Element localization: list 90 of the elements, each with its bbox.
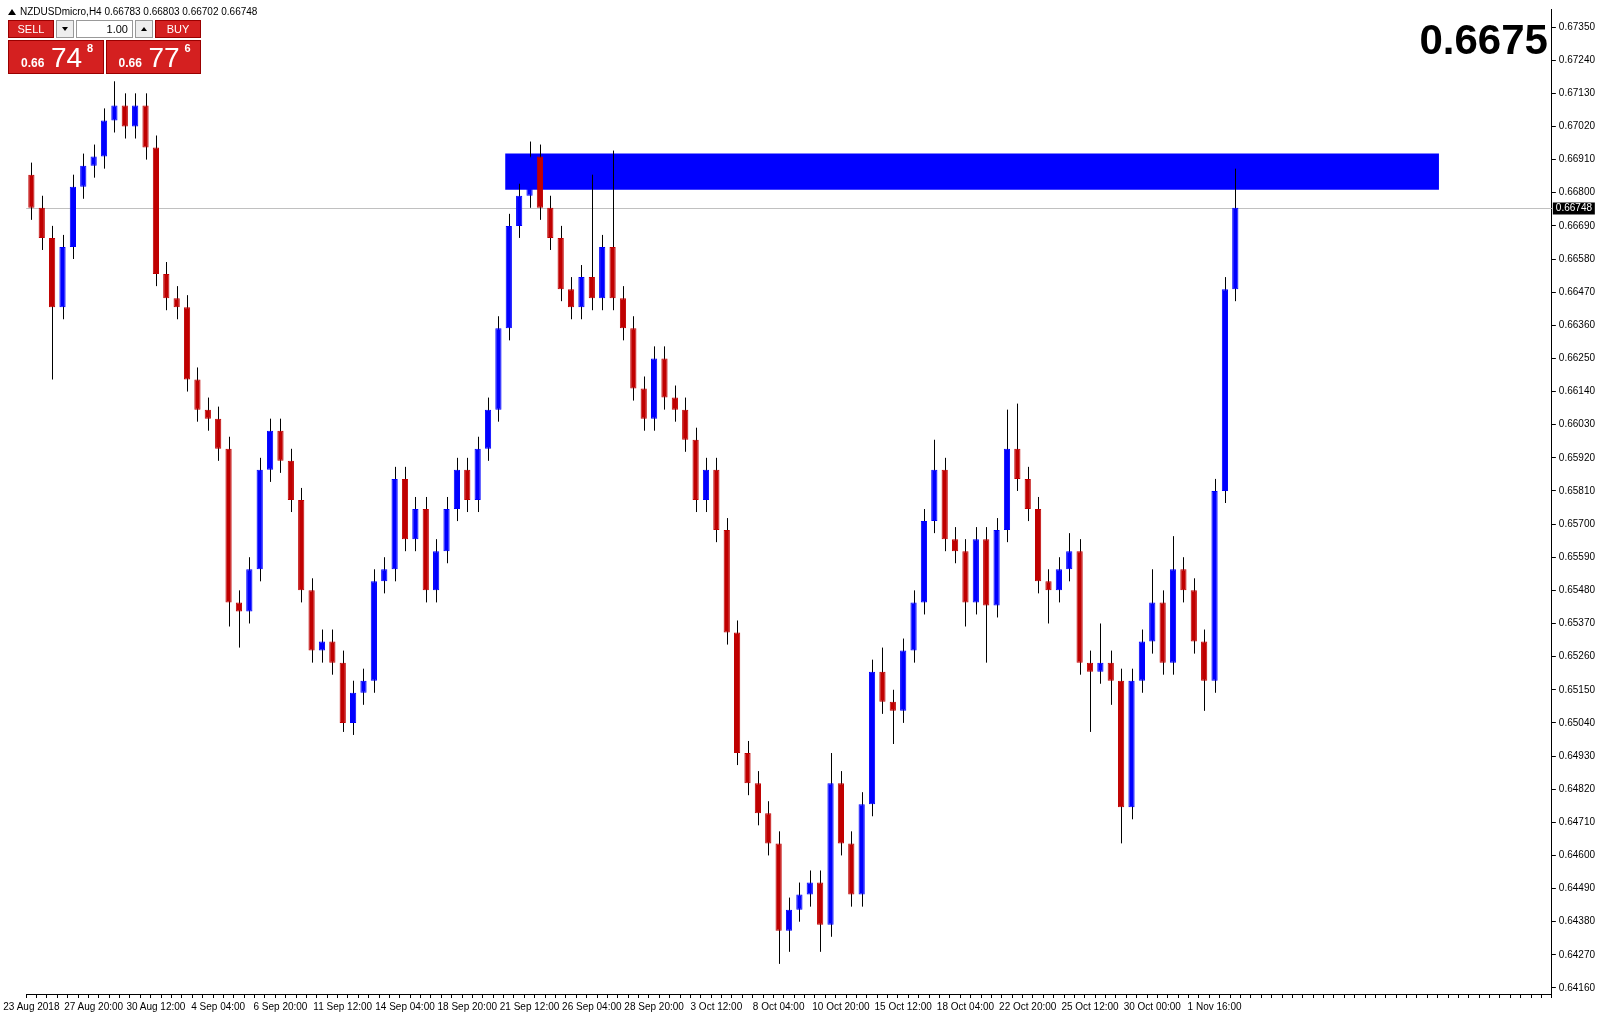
- candlestick: [80, 153, 87, 200]
- x-tick-label: 26 Sep 04:00: [562, 1000, 623, 1012]
- candlestick: [1066, 532, 1073, 582]
- x-tick-label: 14 Sep 04:00: [375, 1000, 436, 1012]
- candlestick: [360, 668, 367, 706]
- x-tick-label: 11 Sep 12:00: [313, 1000, 373, 1012]
- candlestick: [785, 897, 793, 953]
- candlestick: [163, 261, 170, 311]
- y-tick-label: 0.65920: [1558, 451, 1596, 463]
- annotation: 6: [184, 42, 191, 54]
- x-tick-label: 15 Oct 12:00: [874, 1000, 933, 1012]
- y-tick-label: 0.66250: [1558, 352, 1596, 364]
- y-tick-label: 0.67020: [1558, 120, 1596, 132]
- annotation: 74: [51, 42, 83, 74]
- y-tick-label: 0.66800: [1558, 186, 1596, 198]
- x-tick-label: 21 Sep 12:00: [499, 1000, 560, 1012]
- candlestick: [111, 80, 118, 133]
- x-tick-label: 6 Sep 20:00: [253, 1000, 308, 1012]
- candlestick: [889, 689, 896, 745]
- y-tick-label: 0.64160: [1558, 981, 1596, 993]
- y-tick-label: 0.67240: [1558, 53, 1596, 65]
- chart-title: NZDUSDmicro,H4 0.66783 0.66803 0.66702 0.66748: [20, 6, 258, 17]
- x-tick-label: 4 Sep 04:00: [191, 1000, 246, 1012]
- candlestick: [173, 285, 180, 320]
- candlestick: [329, 629, 336, 676]
- ref-line-label: 0.66748: [1555, 202, 1593, 214]
- candlestick: [1107, 650, 1114, 706]
- y-tick-label: 0.65260: [1558, 650, 1596, 662]
- annotation: 0.66: [118, 56, 142, 70]
- y-tick-label: 0.65810: [1558, 484, 1596, 496]
- annotation: 0.66: [21, 56, 45, 70]
- x-tick-label: 18 Oct 04:00: [936, 1000, 995, 1012]
- y-tick-label: 0.65040: [1558, 716, 1596, 728]
- y-tick-label: 0.67350: [1558, 20, 1596, 32]
- x-tick-label: 3 Oct 12:00: [690, 1000, 743, 1012]
- candlestick: [235, 589, 243, 649]
- x-tick-label: 10 Oct 20:00: [812, 1000, 870, 1012]
- y-tick-label: 0.65700: [1558, 517, 1596, 529]
- candlestick: [121, 92, 128, 140]
- y-tick-label: 0.64490: [1558, 882, 1596, 894]
- candlestick: [588, 174, 595, 311]
- y-tick-label: 0.66690: [1558, 219, 1596, 231]
- candlestick: [671, 385, 678, 423]
- y-tick-label: 0.66910: [1558, 153, 1596, 165]
- candlestick: [132, 92, 139, 140]
- x-tick-label: 23 Aug 2018: [3, 1000, 60, 1012]
- candlestick: [806, 870, 813, 908]
- sell-button: SELL: [8, 20, 54, 38]
- y-tick-label: 0.66580: [1558, 252, 1596, 264]
- y-tick-label: 0.65480: [1558, 584, 1596, 596]
- candlestick: [90, 144, 97, 179]
- y-tick-label: 0.64270: [1558, 948, 1596, 960]
- x-tick-label: 22 Oct 20:00: [999, 1000, 1057, 1012]
- x-tick-label: 1 Nov 16:00: [1187, 1000, 1242, 1012]
- y-tick-label: 0.65150: [1558, 683, 1596, 695]
- candlestick: [1086, 650, 1094, 733]
- annotation: 0.6675: [1419, 15, 1548, 63]
- candlestick: [951, 526, 959, 564]
- y-tick-label: 0.64820: [1558, 782, 1596, 794]
- x-tick-label: 18 Sep 20:00: [437, 1000, 498, 1012]
- y-tick-label: 0.66140: [1558, 385, 1596, 397]
- candlestick: [381, 556, 388, 594]
- y-tick-label: 0.65590: [1558, 550, 1596, 562]
- y-tick-label: 0.64710: [1558, 816, 1596, 828]
- candlestick: [1045, 568, 1052, 624]
- x-tick-label: 8 Oct 04:00: [752, 1000, 805, 1012]
- y-tick-label: 0.64600: [1558, 849, 1596, 861]
- x-tick-label: 30 Oct 00:00: [1123, 1000, 1182, 1012]
- annotation: 77: [148, 42, 180, 74]
- x-tick-label: 30 Aug 12:00: [126, 1000, 186, 1012]
- candlestick: [1180, 556, 1187, 603]
- annotation: 8: [87, 42, 94, 54]
- y-tick-label: 0.64930: [1558, 749, 1596, 761]
- candlestick: [318, 629, 326, 664]
- candlestick: [1097, 623, 1104, 685]
- lot-size-field: 1.00: [76, 20, 133, 38]
- candlestick: [796, 882, 803, 923]
- buy-button: BUY: [155, 20, 201, 38]
- x-tick-label: 27 Aug 20:00: [64, 1000, 124, 1012]
- y-tick-label: 0.66030: [1558, 418, 1596, 430]
- candlestick: [1055, 556, 1062, 603]
- candlestick: [567, 276, 575, 320]
- candlestick: [204, 397, 211, 432]
- x-tick-label: 28 Sep 20:00: [624, 1000, 685, 1012]
- y-tick-label: 0.67130: [1558, 87, 1596, 99]
- y-tick-label: 0.66360: [1558, 319, 1596, 331]
- y-tick-label: 0.64380: [1558, 915, 1596, 927]
- x-tick-label: 25 Oct 12:00: [1061, 1000, 1120, 1012]
- y-tick-label: 0.65370: [1558, 617, 1596, 629]
- y-tick-label: 0.66470: [1558, 285, 1596, 297]
